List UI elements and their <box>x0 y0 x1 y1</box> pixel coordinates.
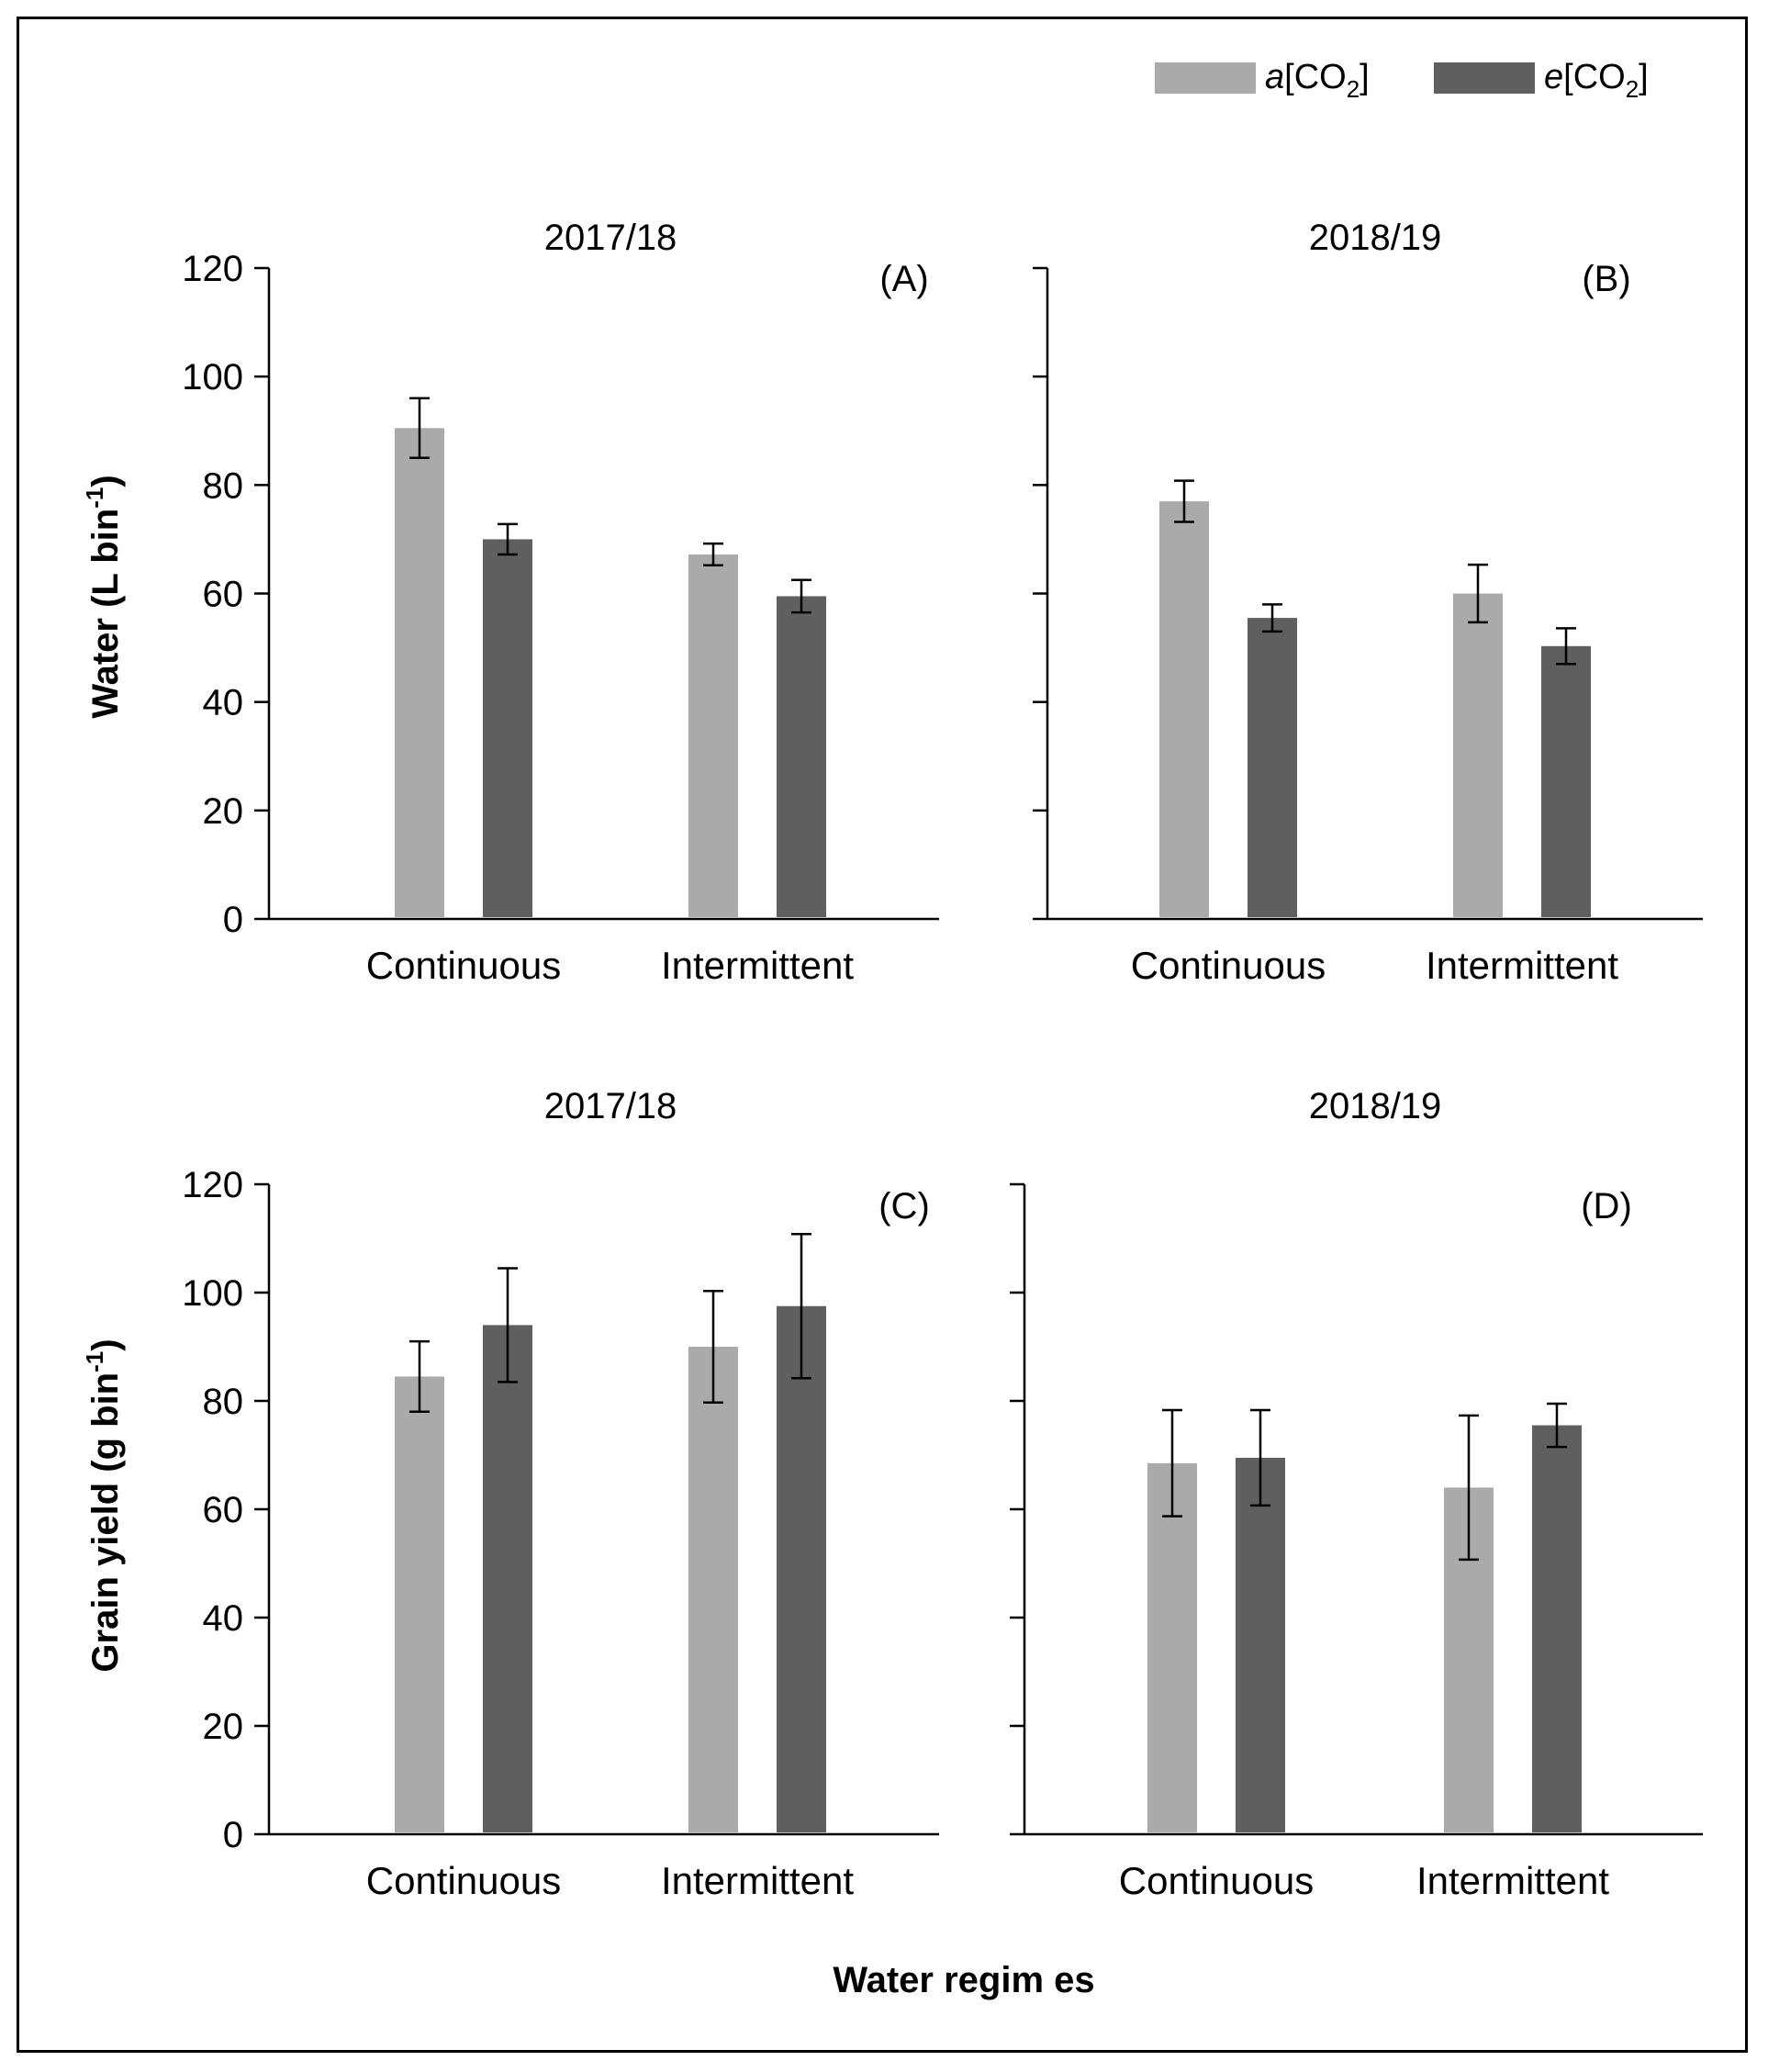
bar-e-co2 <box>1532 1425 1582 1832</box>
bar-a-co2 <box>1159 501 1209 917</box>
x-category-label: Intermittent <box>1426 944 1618 987</box>
panel-letter: (D) <box>1581 1186 1632 1226</box>
legend: a[CO2] e[CO2] <box>1155 58 1649 103</box>
bar-e-co2 <box>483 1325 532 1832</box>
x-axis-title: Water regim es <box>833 1960 1094 2000</box>
x-category-label: Continuous <box>366 1859 561 1902</box>
y-tick-label: 120 <box>182 1165 243 1205</box>
y-tick-label: 100 <box>182 357 243 398</box>
y-tick-label: 100 <box>182 1273 243 1314</box>
bar-e-co2 <box>777 596 826 917</box>
y-tick-label: 0 <box>223 900 243 940</box>
y-axis-title-grain-yield: Grain yield (g bin-1) <box>81 1338 126 1672</box>
x-category-label: Continuous <box>1131 944 1326 987</box>
legend-swatch-a-co2 <box>1155 62 1256 94</box>
legend-swatch-e-co2 <box>1434 62 1535 94</box>
x-category-label: Intermittent <box>661 1859 854 1902</box>
y-tick-label: 0 <box>223 1815 243 1855</box>
panels: 2017/18 (A) 0 20 40 60 80 100 120 Continuous Inter… <box>182 218 1703 1902</box>
bar-e-co2 <box>1541 645 1591 917</box>
chart-panel: 2017/18 (C) 0 20 40 60 80 100 120 Continuous Inter… <box>182 1086 939 1902</box>
panel-title: 2017/18 <box>544 1086 677 1126</box>
y-tick-label: 80 <box>203 465 244 506</box>
panel-letter: (A) <box>879 259 928 299</box>
y-tick-label: 20 <box>203 791 244 832</box>
bar-e-co2 <box>1236 1457 1285 1832</box>
y-tick-label: 120 <box>182 249 243 289</box>
bar-a-co2 <box>1147 1462 1197 1832</box>
bar-a-co2 <box>688 1347 738 1832</box>
panel-letter: (B) <box>1582 259 1630 299</box>
legend-label-e-co2: e[CO2] <box>1544 58 1649 103</box>
chart-panel: 2018/19 (B) Continuous Intermittent <box>1033 218 1703 987</box>
panel-title: 2017/18 <box>544 218 677 258</box>
bar-a-co2 <box>395 1376 444 1832</box>
panel-title: 2018/19 <box>1309 1086 1442 1126</box>
x-category-label: Intermittent <box>661 944 854 987</box>
bar-e-co2 <box>777 1305 826 1832</box>
bar-e-co2 <box>1248 618 1297 917</box>
y-axis-title-water: Water (L bin-1) <box>81 475 126 718</box>
x-category-label: Continuous <box>1119 1859 1314 1902</box>
y-tick-label: 40 <box>203 683 244 723</box>
panel-title: 2018/19 <box>1309 218 1442 258</box>
chart-panel: 2017/18 (A) 0 20 40 60 80 100 120 Continuous Inter… <box>182 218 939 987</box>
x-category-label: Intermittent <box>1416 1859 1609 1902</box>
panel-letter: (C) <box>878 1186 930 1226</box>
chart-panel: 2018/19 (D) Continuous Intermittent <box>1010 1086 1703 1902</box>
bar-a-co2 <box>395 428 444 917</box>
x-category-label: Continuous <box>366 944 561 987</box>
legend-label-a-co2: a[CO2] <box>1265 58 1370 103</box>
y-tick-label: 60 <box>203 1490 244 1530</box>
y-tick-label: 20 <box>203 1707 244 1747</box>
y-tick-label: 40 <box>203 1598 244 1639</box>
bar-a-co2 <box>1453 593 1503 917</box>
bar-e-co2 <box>483 539 532 917</box>
bar-a-co2 <box>688 554 738 917</box>
y-tick-label: 60 <box>203 575 244 615</box>
y-tick-label: 80 <box>203 1382 244 1422</box>
